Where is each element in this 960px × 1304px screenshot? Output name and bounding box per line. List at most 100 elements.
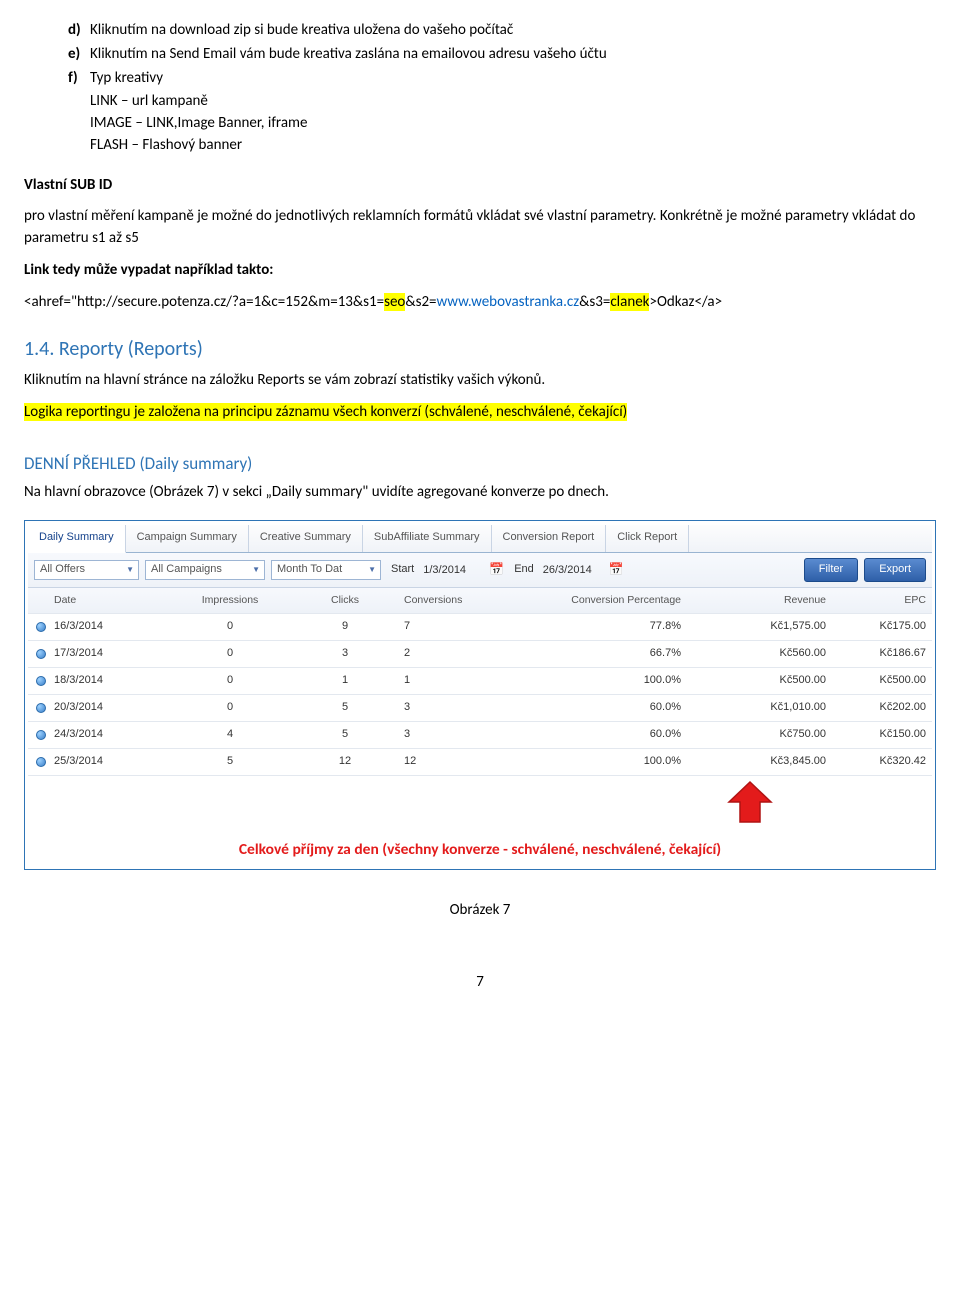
list-marker: f): [68, 68, 90, 90]
daily-para-1: Na hlavní obrazovce (Obrázek 7) v sekci …: [24, 482, 936, 504]
reports-para-1: Kliknutím na hlavní stránce na záložku R…: [24, 370, 936, 392]
dropdown-offers[interactable]: All Offers ▼: [34, 560, 139, 580]
arrow-annotation: [28, 780, 932, 833]
calendar-icon[interactable]: 📅: [489, 561, 504, 578]
url-part-2: &s2=: [405, 293, 436, 311]
list-item-d: d) Kliknutím na download zip si bude kre…: [68, 20, 936, 42]
url-hl-2: clanek: [610, 293, 649, 311]
dropdown-campaigns[interactable]: All Campaigns ▼: [145, 560, 265, 580]
list-text: Kliknutím na download zip si bude kreati…: [90, 20, 513, 42]
cell-revenue: Kč3,845.00: [685, 754, 830, 770]
col-date: Date: [50, 593, 170, 608]
col-impressions: Impressions: [170, 593, 290, 608]
url-part-1: <ahref="http://secure.potenza.cz/?a=1&c=…: [24, 293, 384, 311]
cell-conversions: 1: [400, 673, 520, 689]
tab-campaign-summary[interactable]: Campaign Summary: [126, 525, 249, 552]
cell-conversion-pct: 100.0%: [520, 673, 685, 689]
cell-date: 17/3/2014: [50, 646, 170, 662]
expand-icon[interactable]: [36, 730, 46, 740]
table-row[interactable]: 16/3/201409777.8%Kč1,575.00Kč175.00: [28, 614, 932, 641]
url-link[interactable]: www.webovastranka.cz: [437, 293, 580, 311]
list-text: Typ kreativy: [90, 68, 163, 90]
cell-clicks: 3: [290, 646, 400, 662]
table-row[interactable]: 18/3/2014011100.0%Kč500.00Kč500.00: [28, 668, 932, 695]
row-icon: [32, 730, 50, 740]
col-conversions: Conversions: [400, 593, 520, 608]
cell-revenue: Kč500.00: [685, 673, 830, 689]
ordered-list-def: d) Kliknutím na download zip si bude kre…: [24, 20, 936, 89]
tab-conversion-report[interactable]: Conversion Report: [492, 525, 607, 552]
row-icon: [32, 649, 50, 659]
end-date-input[interactable]: [540, 562, 605, 578]
table-row[interactable]: 17/3/201403266.7%Kč560.00Kč186.67: [28, 641, 932, 668]
tab-subaffiliate-summary[interactable]: SubAffiliate Summary: [363, 525, 492, 552]
cell-clicks: 5: [290, 700, 400, 716]
cell-conversions: 7: [400, 619, 520, 635]
expand-icon[interactable]: [36, 703, 46, 713]
tab-click-report[interactable]: Click Report: [606, 525, 689, 552]
dropdown-campaigns-value: All Campaigns: [151, 562, 222, 578]
cell-epc: Kč320.42: [830, 754, 930, 770]
cell-epc: Kč202.00: [830, 700, 930, 716]
expand-icon[interactable]: [36, 649, 46, 659]
row-icon: [32, 703, 50, 713]
report-tabs: Daily Summary Campaign Summary Creative …: [28, 525, 932, 553]
cell-revenue: Kč750.00: [685, 727, 830, 743]
cell-conversions: 2: [400, 646, 520, 662]
export-button[interactable]: Export: [864, 558, 926, 582]
cell-conversions: 3: [400, 700, 520, 716]
tab-creative-summary[interactable]: Creative Summary: [249, 525, 363, 552]
list-item-f: f) Typ kreativy: [68, 68, 936, 90]
type-flash: FLASH – Flashový banner: [90, 135, 936, 157]
start-date-input[interactable]: [420, 562, 485, 578]
list-marker: d): [68, 20, 90, 42]
table-row[interactable]: 24/3/201445360.0%Kč750.00Kč150.00: [28, 722, 932, 749]
cell-conversions: 12: [400, 754, 520, 770]
list-text: Kliknutím na Send Email vám bude kreativ…: [90, 44, 607, 66]
cell-date: 25/3/2014: [50, 754, 170, 770]
heading-daily: DENNÍ PŘEHLED (Daily summary): [24, 452, 936, 477]
expand-icon[interactable]: [36, 757, 46, 767]
expand-icon[interactable]: [36, 676, 46, 686]
cell-date: 18/3/2014: [50, 673, 170, 689]
url-hl-1: seo: [384, 293, 405, 311]
col-epc: EPC: [830, 593, 930, 608]
cell-impressions: 4: [170, 727, 290, 743]
table-row[interactable]: 25/3/201451212100.0%Kč3,845.00Kč320.42: [28, 749, 932, 776]
list-marker: e): [68, 44, 90, 66]
cell-conversion-pct: 66.7%: [520, 646, 685, 662]
red-caption: Celkové příjmy za den (všechny konverze …: [28, 839, 932, 861]
calendar-icon[interactable]: 📅: [609, 561, 624, 578]
start-label: Start: [391, 562, 414, 578]
row-icon: [32, 622, 50, 632]
figure-caption: Obrázek 7: [24, 900, 936, 922]
filter-bar: All Offers ▼ All Campaigns ▼ Month To Da…: [28, 553, 932, 588]
cell-revenue: Kč560.00: [685, 646, 830, 662]
expand-icon[interactable]: [36, 622, 46, 632]
reports-para-2: Logika reportingu je založena na princip…: [24, 402, 936, 424]
cell-conversions: 3: [400, 727, 520, 743]
tab-daily-summary[interactable]: Daily Summary: [28, 525, 126, 553]
filter-button[interactable]: Filter: [804, 558, 858, 582]
dropdown-daterange-value: Month To Dat: [277, 562, 342, 578]
chevron-down-icon: ▼: [368, 564, 376, 576]
table-body: 16/3/201409777.8%Kč1,575.00Kč175.0017/3/…: [28, 614, 932, 776]
cell-revenue: Kč1,010.00: [685, 700, 830, 716]
subid-para-2: Link tedy může vypadat například takto:: [24, 260, 936, 282]
cell-date: 20/3/2014: [50, 700, 170, 716]
cell-clicks: 1: [290, 673, 400, 689]
row-icon: [32, 757, 50, 767]
subid-para-1: pro vlastní měření kampaně je možné do j…: [24, 206, 936, 250]
cell-date: 24/3/2014: [50, 727, 170, 743]
creative-types: LINK – url kampaně IMAGE – LINK,Image Ba…: [24, 91, 936, 156]
list-item-e: e) Kliknutím na Send Email vám bude krea…: [68, 44, 936, 66]
col-clicks: Clicks: [290, 593, 400, 608]
cell-epc: Kč175.00: [830, 619, 930, 635]
cell-impressions: 0: [170, 619, 290, 635]
cell-revenue: Kč1,575.00: [685, 619, 830, 635]
col-conversion-pct: Conversion Percentage: [520, 593, 685, 608]
dropdown-daterange[interactable]: Month To Dat ▼: [271, 560, 381, 580]
url-part-3: &s3=: [579, 293, 610, 311]
cell-conversion-pct: 60.0%: [520, 727, 685, 743]
table-row[interactable]: 20/3/201405360.0%Kč1,010.00Kč202.00: [28, 695, 932, 722]
